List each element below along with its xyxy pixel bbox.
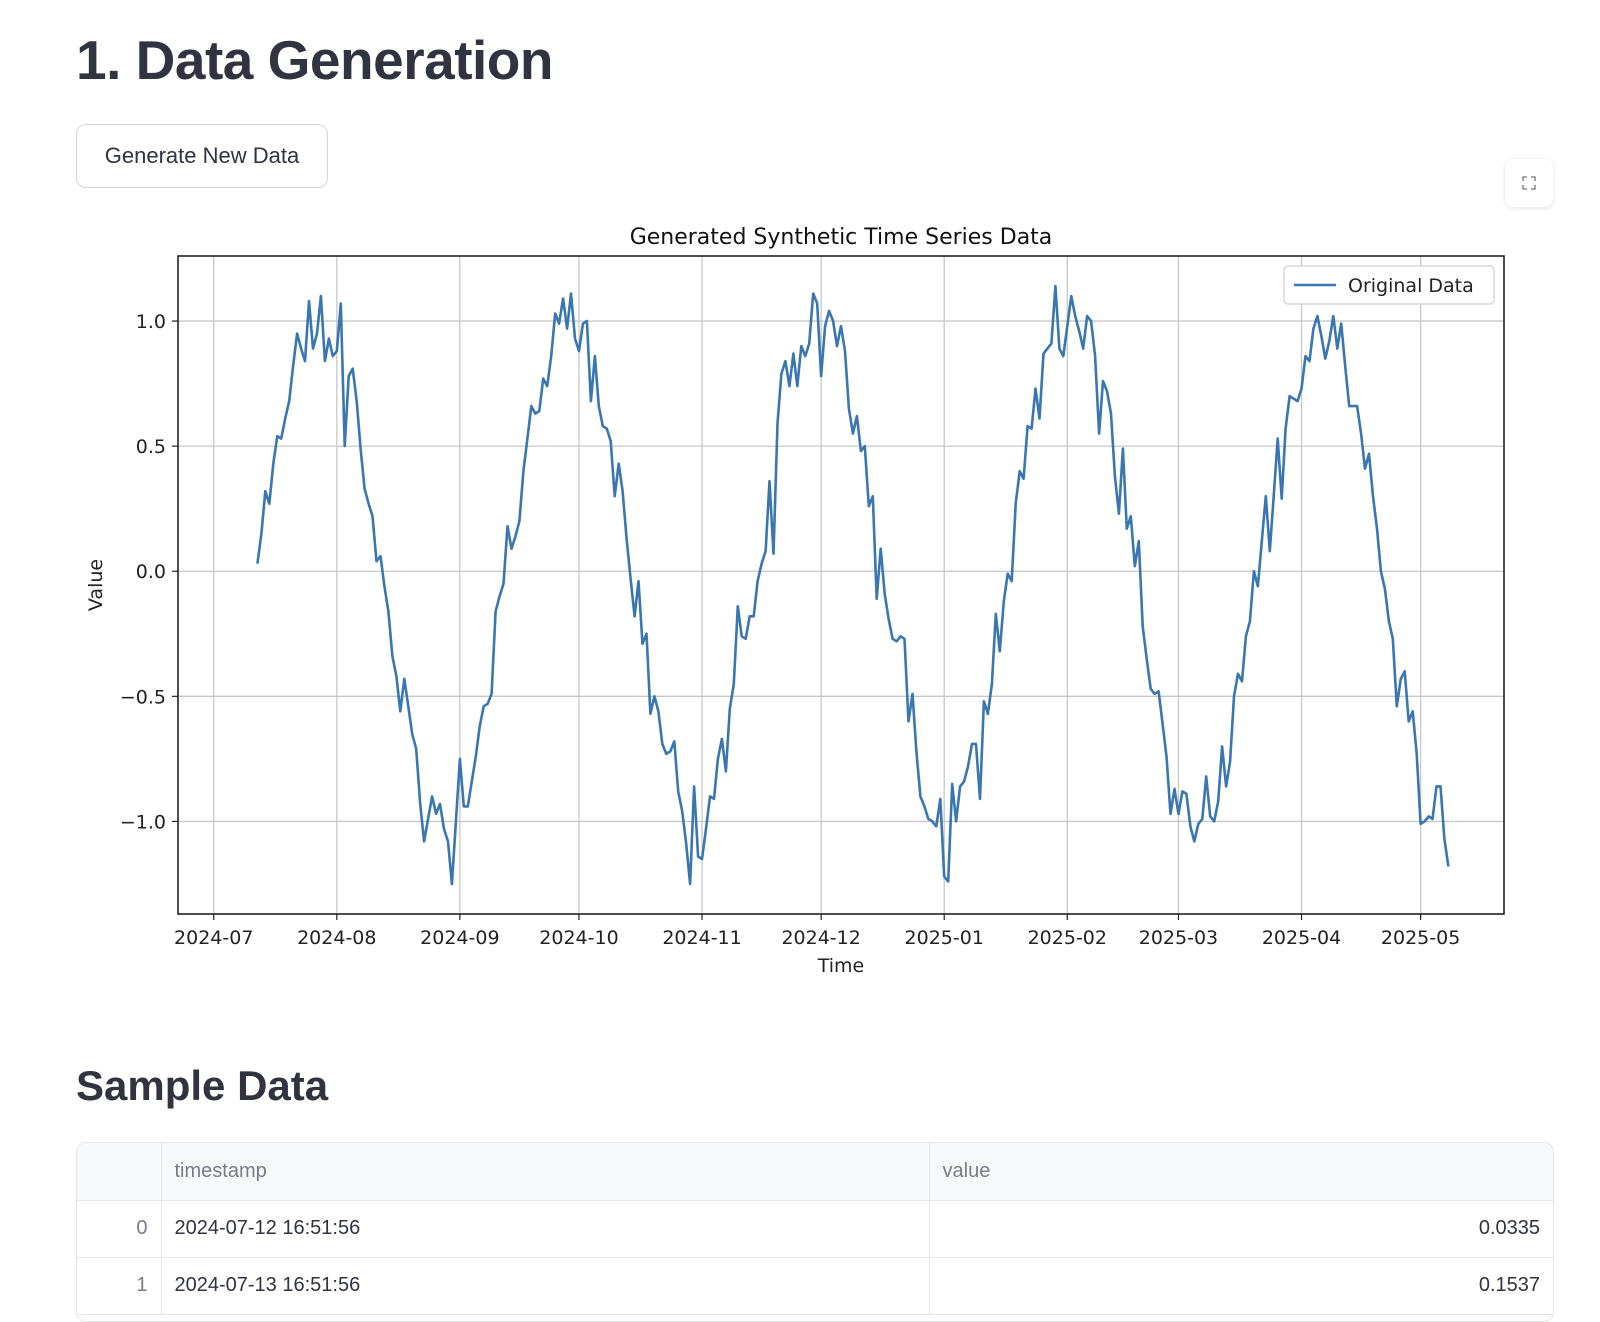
y-tick-label: 1.0: [136, 311, 166, 333]
x-tick-label: 2025-03: [1139, 927, 1218, 949]
x-tick-label: 2025-02: [1028, 927, 1107, 949]
chart-title: Generated Synthetic Time Series Data: [630, 225, 1053, 250]
y-axis-label: Value: [85, 559, 107, 611]
index-header: [77, 1143, 162, 1201]
y-tick-label: 0.0: [136, 561, 166, 583]
section-title: Sample Data: [76, 1062, 329, 1109]
timestamp-cell[interactable]: 2024-07-12 16:51:56: [161, 1200, 930, 1258]
plot-frame: [177, 255, 1505, 915]
value-cell[interactable]: 0.0335: [929, 1200, 1553, 1258]
sample-data-table: timestamp value 0 2024-07-12 16:51:56 0.…: [76, 1142, 1554, 1322]
page-title: 1. Data Generation: [76, 29, 553, 91]
x-tick-label: 2024-07: [174, 927, 253, 949]
row-index: 1: [77, 1257, 162, 1315]
row-index: 0: [77, 1200, 162, 1258]
column-header-value[interactable]: value: [929, 1143, 1553, 1201]
column-header-timestamp[interactable]: timestamp: [161, 1143, 930, 1201]
y-tick-label: 0.5: [136, 436, 166, 458]
legend-label: Original Data: [1348, 275, 1474, 297]
y-tick-label: −1.0: [120, 811, 166, 833]
table-row: 0 2024-07-12 16:51:56 0.0335: [77, 1200, 1553, 1258]
x-tick-label: 2025-01: [905, 927, 984, 949]
x-tick-label: 2024-11: [662, 927, 741, 949]
x-tick-label: 2025-04: [1262, 927, 1341, 949]
x-tick-label: 2024-08: [297, 927, 376, 949]
x-tick-label: 2025-05: [1381, 927, 1460, 949]
x-axis-label: Time: [817, 955, 865, 977]
time-series-chart: Generated Synthetic Time Series Data 1.0 0…: [85, 225, 1505, 977]
series-line-original-data: [256, 284, 1450, 886]
x-tick-label: 2024-10: [539, 927, 618, 949]
x-tick-label: 2024-09: [420, 927, 499, 949]
x-tick-label: 2024-12: [781, 927, 860, 949]
table-header-row: timestamp value: [77, 1143, 1553, 1201]
timestamp-cell[interactable]: 2024-07-13 16:51:56: [161, 1257, 930, 1315]
value-cell[interactable]: 0.1537: [929, 1257, 1553, 1315]
fullscreen-icon: [1522, 176, 1536, 190]
fullscreen-button[interactable]: [1505, 159, 1553, 207]
y-tick-label: −0.5: [120, 686, 166, 708]
table-row: 1 2024-07-13 16:51:56 0.1537: [77, 1257, 1553, 1315]
legend-box: [1283, 265, 1495, 305]
generate-new-data-button[interactable]: Generate New Data: [76, 124, 328, 188]
